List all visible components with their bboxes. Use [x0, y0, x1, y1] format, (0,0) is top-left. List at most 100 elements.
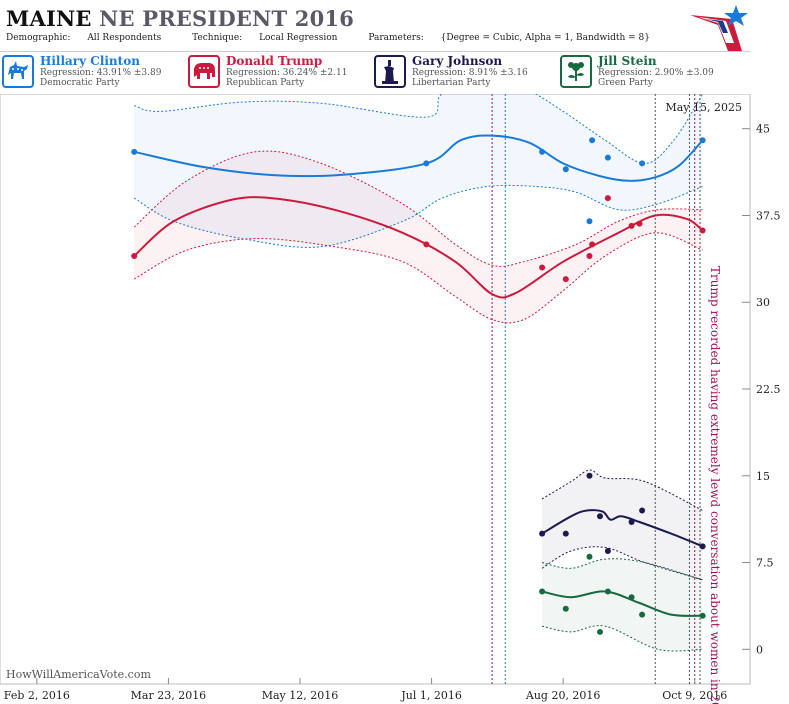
x-tick-label: Oct 9, 2016	[662, 689, 727, 702]
poll-point	[699, 137, 706, 144]
poll-point	[589, 137, 596, 144]
confidence-band	[542, 558, 703, 652]
donkey-icon	[2, 55, 34, 88]
band-upper-line	[541, 469, 703, 511]
parameters-label: Parameters:	[368, 33, 424, 43]
trend-line	[541, 509, 703, 548]
band-lower-line	[133, 232, 703, 324]
trend-line	[133, 134, 704, 182]
poll-points	[131, 137, 706, 635]
event-annotation: Trump recorded having extremely lewd con…	[708, 266, 722, 704]
statue-of-liberty-icon	[374, 55, 406, 88]
site-logo-icon	[690, 5, 748, 51]
y-axis: 45 37.5 30 22.5 15 7.5 0	[742, 123, 781, 656]
x-tick-label: Jul 1, 2016	[400, 689, 462, 702]
poll-point	[636, 220, 643, 227]
poll-point	[639, 507, 646, 514]
poll-point	[131, 148, 138, 155]
poll-point	[597, 513, 603, 520]
poll-point	[562, 605, 569, 612]
poll-point	[562, 530, 569, 537]
legend-donald-trump: Donald Trump Regression: 36.24% ±2.11 Re…	[188, 54, 374, 92]
poll-point	[589, 241, 596, 248]
parameters-line: Demographic: All Respondents Technique: …	[6, 33, 678, 43]
poll-point	[562, 166, 569, 173]
poll-point	[604, 154, 611, 161]
flower-icon	[560, 55, 592, 88]
plot-frame	[0, 94, 751, 685]
trend-line	[133, 196, 704, 299]
legend-jill-stein: Jill Stein Regression: 2.90% ±3.09 Green…	[560, 54, 746, 92]
poll-point	[539, 148, 546, 155]
poll-point	[699, 612, 706, 619]
poll-point	[131, 252, 138, 259]
state-name: MAINE	[6, 6, 92, 31]
poll-point	[604, 547, 611, 554]
candidate-name: Jill Stein	[598, 54, 657, 68]
poll-point	[604, 588, 611, 595]
x-tick-label: May 12, 2016	[262, 689, 339, 702]
y-tick-label: 0	[756, 643, 763, 656]
date-stamp: May 15, 2025	[665, 101, 742, 114]
confidence-bands	[133, 94, 704, 652]
candidate-party: Democratic Party	[40, 78, 120, 88]
demographic-value: All Respondents	[87, 33, 162, 43]
poll-point	[628, 594, 635, 601]
header-divider	[0, 51, 750, 52]
x-tick-label: Mar 23, 2016	[131, 689, 207, 702]
confidence-band	[134, 151, 703, 323]
candidate-name: Donald Trump	[226, 54, 323, 68]
technique-value: Local Regression	[259, 33, 338, 43]
poll-point	[586, 218, 593, 225]
y-tick-label: 15	[756, 470, 770, 483]
band-lower-line	[541, 546, 703, 581]
candidate-regression: Regression: 43.91% ±3.89	[40, 68, 162, 78]
poll-point	[639, 611, 646, 618]
demographic-label: Demographic:	[6, 33, 71, 43]
band-lower-line	[542, 625, 703, 652]
band-upper-line	[133, 150, 703, 267]
regression-lines	[133, 134, 704, 617]
candidate-party: Green Party	[598, 78, 653, 88]
poll-point	[699, 543, 706, 550]
poll-point	[539, 530, 546, 537]
poll-point	[423, 241, 430, 248]
poll-point	[699, 227, 706, 234]
poll-point	[423, 160, 430, 167]
candidate-regression: Regression: 8.91% ±3.16	[412, 68, 528, 78]
poll-chart: 45 37.5 30 22.5 15 7.5 0 Feb 2, 2016 Mar 23, 20…	[0, 94, 781, 704]
confidence-band	[542, 469, 703, 580]
candidate-regression: Regression: 36.24% ±2.11	[226, 68, 348, 78]
elephant-icon	[188, 55, 220, 88]
poll-point	[539, 588, 546, 595]
poll-point	[562, 276, 569, 283]
y-tick-label: 45	[756, 123, 770, 136]
watermark: HowWillAmericaVote.com	[6, 668, 151, 681]
race-name: NE PRESIDENT 2016	[99, 6, 355, 31]
technique-label: Technique:	[192, 33, 243, 43]
page-title: MAINE NE PRESIDENT 2016	[6, 6, 354, 31]
trend-line	[541, 590, 703, 617]
poll-point	[586, 472, 593, 479]
candidate-party: Libertarian Party	[412, 78, 491, 88]
candidate-name: Gary Johnson	[412, 54, 503, 68]
poll-point	[639, 160, 646, 167]
poll-point	[628, 519, 635, 526]
legend-hillary-clinton: Hillary Clinton Regression: 43.91% ±3.89…	[2, 54, 188, 92]
y-tick-label: 22.5	[756, 383, 781, 396]
poll-point	[539, 264, 546, 271]
x-tick-label: Aug 20, 2016	[525, 689, 601, 702]
poll-point	[586, 252, 593, 259]
poll-point	[628, 222, 635, 229]
candidate-regression: Regression: 2.90% ±3.09	[598, 68, 714, 78]
y-tick-label: 7.5	[756, 557, 774, 570]
parameters-value: {Degree = Cubic, Alpha = 1, Bandwidth = …	[440, 33, 650, 43]
band-upper-line	[541, 558, 703, 581]
band-lower-line	[133, 184, 703, 248]
legend-gary-johnson: Gary Johnson Regression: 8.91% ±3.16 Lib…	[374, 54, 560, 92]
candidate-name: Hillary Clinton	[40, 54, 140, 68]
y-tick-label: 30	[756, 296, 770, 309]
poll-point	[604, 195, 611, 202]
candidate-party: Republican Party	[226, 78, 305, 88]
